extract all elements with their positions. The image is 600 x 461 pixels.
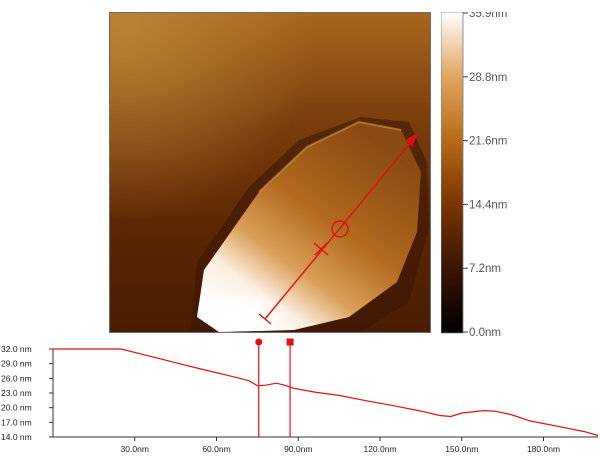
profile-x-tick-label: 30.0nm	[121, 444, 149, 454]
image-frame	[109, 12, 431, 333]
profile-x-tick-label: 60.0nm	[202, 444, 230, 454]
profile-x-tick-label: 90.0nm	[284, 444, 312, 454]
colorbar-tick-label: 21.6nm	[469, 136, 507, 148]
profile-line[interactable]	[264, 135, 417, 320]
profile-cursor-circle-marker[interactable]	[255, 338, 263, 346]
colorbar-tick-label: 7.2nm	[469, 263, 501, 275]
profile-y-tick-label: 17.0 nm	[1, 417, 32, 427]
profile-x-tick-label: 120.0nm	[363, 444, 396, 454]
profile-y-tick-label: 20.0 nm	[1, 403, 32, 413]
afm-height-image	[109, 12, 431, 333]
profile-cursor-cross-b	[314, 242, 328, 256]
colorbar-tick-label: 0.0nm	[469, 327, 501, 339]
colorbar-tick-label: 35.9nm	[469, 12, 507, 20]
profile-cursor-square-marker[interactable]	[286, 338, 294, 346]
profile-y-tick-label: 14.0 nm	[1, 432, 32, 442]
profile-y-tick-label: 29.0 nm	[1, 359, 32, 369]
flake-hotspot	[201, 240, 354, 332]
profile-x-tick-label: 180.0nm	[527, 444, 560, 454]
colorbar-tick-label: 14.4nm	[469, 199, 507, 211]
colorbar-scale	[441, 12, 464, 334]
profile-y-axis: 32.0 nm 29.0 nm 26.0 nm 23.0 nm 20.0 nm 17.0 …	[1, 344, 54, 442]
profile-plot: 32.0 nm 29.0 nm 26.0 nm 23.0 nm 20.0 nm 17.0 …	[1, 338, 599, 454]
profile-x-tick-label: 150.0nm	[445, 444, 478, 454]
profile-line-arrowhead	[405, 133, 418, 147]
profile-y-tick-label: 32.0 nm	[1, 344, 32, 354]
profile-cursors	[255, 338, 294, 437]
colorbar-ticks: 35.9nm 28.8nm 21.6nm 14.4nm 7.2nm 0.0nm	[463, 12, 507, 339]
profile-y-tick-label: 26.0 nm	[1, 373, 32, 383]
profile-cursor-circle[interactable]	[331, 220, 349, 238]
profile-line-start-cap	[258, 313, 272, 325]
flake-step	[258, 120, 402, 193]
colorbar-tick-label: 28.8nm	[469, 72, 507, 84]
profile-y-tick-label: 23.0 nm	[1, 388, 32, 398]
profile-series-line	[53, 348, 599, 437]
colorbar: 35.9nm 28.8nm 21.6nm 14.4nm 7.2nm 0.0nm	[441, 12, 507, 339]
profile-x-axis: 30.0nm 60.0nm 90.0nm 120.0nm 150.0nm 180.0nm	[53, 436, 598, 454]
